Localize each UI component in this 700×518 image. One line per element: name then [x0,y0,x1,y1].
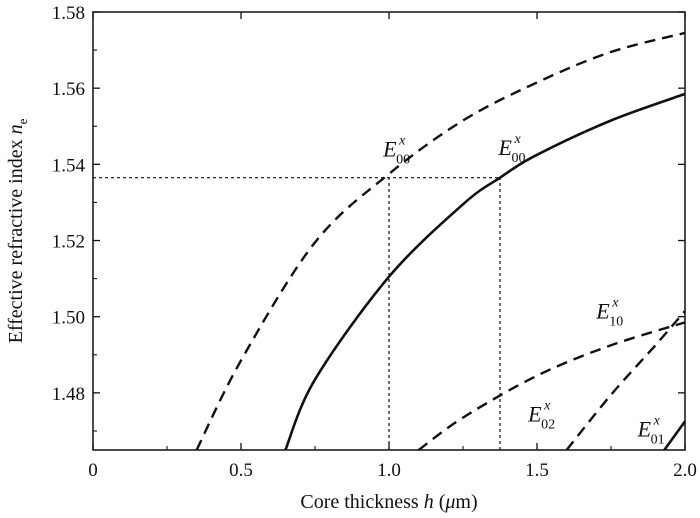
series-lines [93,31,687,451]
x-axis-title: Core thickness h (μm) [300,491,477,513]
ticks: 0 0.5 1.0 1.5 2.0 1.48 1.50 1.52 1.54 1.56 1.58 [52,3,697,481]
x-tick-label: 0.5 [229,460,253,481]
x-tick-label: 0 [88,460,98,481]
y-tick-label: 1.56 [52,79,85,100]
y-tick-label: 1.52 [52,232,85,253]
series-line [565,310,686,451]
y-axis-title: Effective refractive index ne [5,118,30,343]
x-axis-title-var: h [424,491,434,513]
mode-label-sup: x [398,134,406,149]
x-axis-title-prefix: Core thickness [300,491,423,513]
y-tick-label: 1.54 [52,155,86,176]
mode-label-base: E [498,135,513,160]
x-axis-title-open: ( [434,491,446,513]
series-line [417,321,686,451]
mode-label-sub: 02 [541,417,555,432]
mode-label-base: E [637,417,652,442]
x-tick-label: 2.0 [673,460,697,481]
x-tick-label: 1.5 [525,460,549,481]
y-tick-label: 1.50 [52,308,85,329]
y-axis-title-var: n [5,124,27,134]
y-axis-title-prefix: Effective refractive index [5,134,27,343]
x-tick-label: 1.0 [377,460,401,481]
mode-label-sup: x [653,414,661,429]
y-axis-title-sub: e [15,118,30,124]
mode-label-sub: 00 [396,153,410,168]
mode-label-sup: x [514,132,522,147]
mode-label-sub: 01 [651,433,665,448]
mode-label-base: E [595,299,610,324]
series-line [663,420,687,451]
series-line [284,92,686,451]
mode-label-sub: 10 [609,315,623,330]
mode-label-sub: 00 [512,151,526,166]
x-axis-title-rest: m) [455,491,477,513]
y-tick-label: 1.48 [52,384,85,405]
mode-label-base: E [527,401,542,426]
y-tick-label: 1.58 [52,3,85,24]
mode-label-sup: x [611,296,619,311]
mode-label-base: E [382,137,397,162]
x-axis-title-mu: μ [444,491,455,513]
mode-label-sup: x [543,398,551,413]
series-line [195,31,686,451]
